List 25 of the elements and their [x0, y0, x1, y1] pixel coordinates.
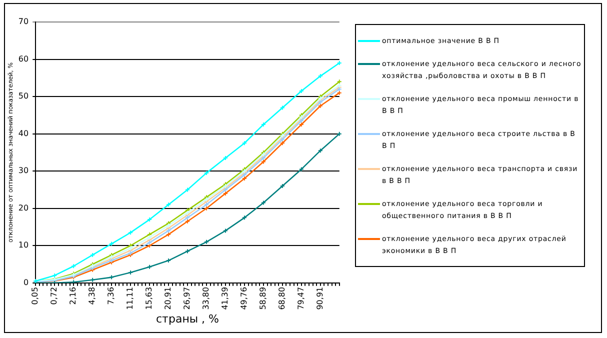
x-tick-label: 0,72 [50, 286, 59, 305]
y-tick-label: 60 [18, 54, 29, 64]
x-axis-title: страны , % [156, 312, 220, 326]
x-tick-label: 41,39 [220, 286, 230, 310]
x-tick-label: 0,05 [30, 286, 40, 305]
x-tick-label: 90,91 [315, 286, 324, 310]
y-tick-label: 40 [18, 128, 29, 138]
y-tick-label: 10 [18, 240, 29, 250]
x-tick-label: 2,16 [68, 286, 78, 305]
x-tick-label: 20,91 [164, 286, 173, 310]
x-tick-label: 7,36 [106, 286, 116, 305]
y-tick-label: 0 [24, 278, 29, 287]
x-tick-label: 4,38 [88, 286, 97, 305]
x-tick-label: 33,80 [202, 286, 211, 310]
y-tick-label: 50 [18, 92, 29, 101]
x-tick-label: 58,89 [258, 286, 268, 310]
x-tick-label: 15,63 [144, 286, 154, 310]
x-tick-label: 79,47 [296, 286, 306, 310]
x-tick-label: 11,11 [126, 286, 135, 310]
y-tick-label: 70 [18, 17, 29, 26]
y-tick-label: 30 [18, 166, 29, 176]
x-tick-label: 68,80 [278, 286, 287, 310]
x-tick-label: 26,97 [182, 286, 192, 310]
y-tick-label: 20 [18, 203, 29, 212]
x-tick-label: 49,76 [240, 286, 249, 310]
